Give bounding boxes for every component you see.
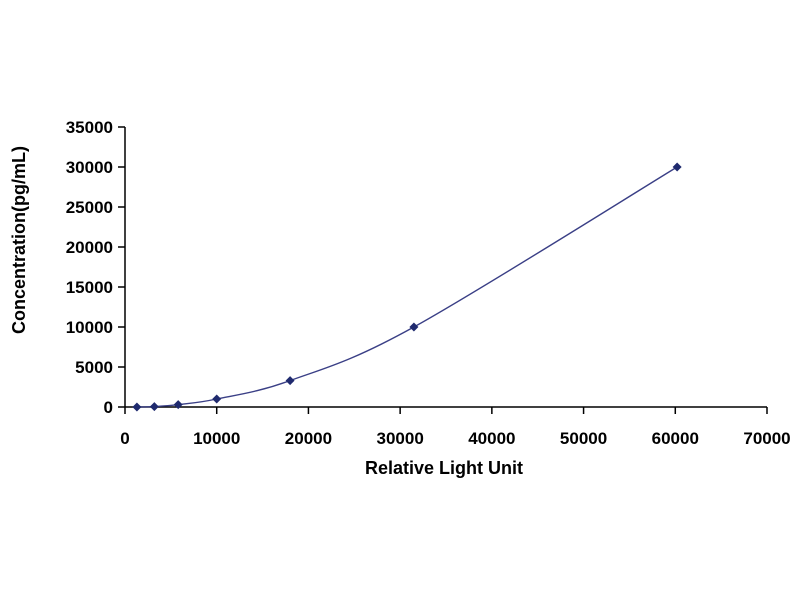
y-tick-label: 25000 — [66, 198, 113, 217]
data-point-marker — [132, 402, 142, 412]
y-axis-title: Concentration(pg/mL) — [9, 146, 29, 334]
fit-curve — [136, 166, 678, 408]
x-tick-label: 50000 — [560, 429, 607, 448]
data-point-marker — [173, 400, 183, 410]
data-point-marker — [149, 402, 159, 412]
x-tick-label: 40000 — [468, 429, 515, 448]
data-point-marker — [409, 322, 419, 332]
x-tick-label: 70000 — [743, 429, 790, 448]
x-tick-label: 10000 — [193, 429, 240, 448]
y-tick-label: 35000 — [66, 118, 113, 137]
axes — [124, 127, 767, 408]
y-tick-label: 10000 — [66, 318, 113, 337]
x-tick-label: 30000 — [377, 429, 424, 448]
y-tick-label: 0 — [104, 398, 113, 417]
y-tick-label: 15000 — [66, 278, 113, 297]
ticks: 0 5000 10000 15000 20000 25000 30000 35000 0 1000… — [66, 118, 791, 448]
y-tick-label: 30000 — [66, 158, 113, 177]
x-tick-label: 0 — [120, 429, 129, 448]
data-point-marker — [672, 162, 682, 172]
x-tick-label: 20000 — [285, 429, 332, 448]
y-tick-label: 20000 — [66, 238, 113, 257]
data-points — [132, 162, 682, 412]
data-point-marker — [285, 376, 295, 386]
data-point-marker — [212, 394, 222, 404]
x-axis-title: Relative Light Unit — [365, 458, 523, 478]
x-tick-label: 60000 — [652, 429, 699, 448]
fit-curve-layer — [136, 166, 678, 408]
y-tick-label: 5000 — [75, 358, 113, 377]
